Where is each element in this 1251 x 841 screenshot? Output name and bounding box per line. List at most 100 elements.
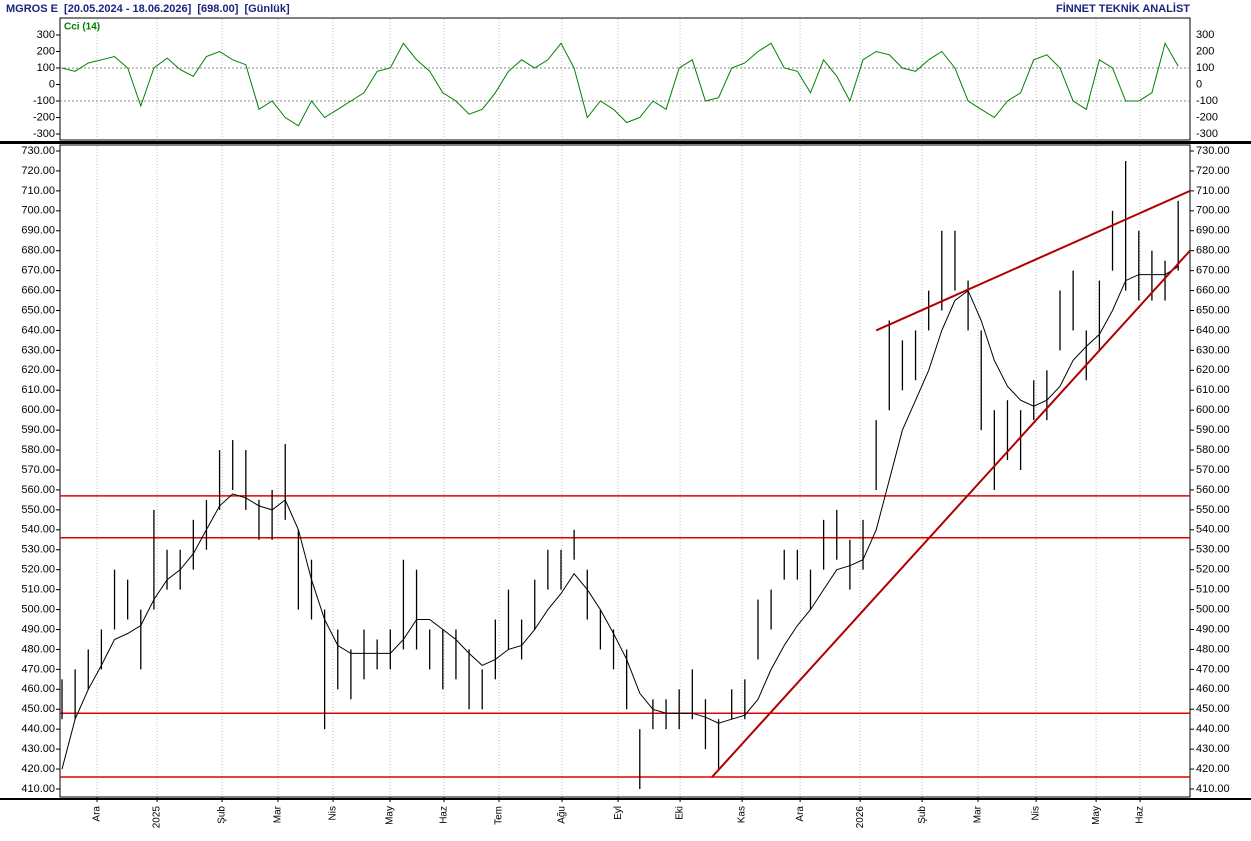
trend-line [711, 250, 1191, 778]
y-tick-label: 660.00 [21, 284, 55, 296]
y-tick-label: 650.00 [21, 304, 55, 316]
y-tick-label: 580.00 [1196, 444, 1230, 456]
moving-average [61, 266, 1179, 770]
y-tick-label: 690.00 [21, 225, 55, 237]
y-tick-label: -300 [1196, 128, 1218, 140]
y-tick-label: 590.00 [21, 424, 55, 436]
x-tick-label: Haz [439, 806, 450, 824]
y-tick-label: 460.00 [21, 683, 55, 695]
y-tick-label: -200 [1196, 111, 1218, 123]
price-frame [59, 144, 1191, 798]
y-tick-label: 510.00 [1196, 584, 1230, 596]
y-tick-label: -200 [33, 111, 55, 123]
y-tick-label: 540.00 [21, 524, 55, 536]
brand: FİNNET TEKNİK ANALİST [1056, 2, 1190, 15]
x-tick-label: Şub [917, 806, 928, 824]
y-tick-label: 300 [1196, 29, 1214, 41]
y-tick-label: 670.00 [1196, 265, 1230, 277]
trend-line [875, 189, 1191, 332]
y-tick-label: 200 [37, 45, 55, 57]
y-tick-label: 610.00 [21, 384, 55, 396]
y-tick-label: 700.00 [21, 205, 55, 217]
y-tick-label: 620.00 [1196, 364, 1230, 376]
y-tick-label: 690.00 [1196, 225, 1230, 237]
y-tick-label: 560.00 [21, 484, 55, 496]
x-tick-label: Nis [1031, 806, 1042, 820]
y-tick-label: 540.00 [1196, 524, 1230, 536]
y-tick-label: 440.00 [1196, 723, 1230, 735]
y-tick-label: 450.00 [1196, 703, 1230, 715]
x-tick-label: Mar [273, 805, 284, 823]
y-tick-label: 510.00 [21, 584, 55, 596]
y-tick-label: 530.00 [1196, 544, 1230, 556]
y-tick-label: 430.00 [21, 743, 55, 755]
y-tick-label: 470.00 [21, 663, 55, 675]
x-tick-label: May [1091, 806, 1102, 825]
y-tick-label: 570.00 [1196, 464, 1230, 476]
y-tick-label: 550.00 [21, 504, 55, 516]
x-tick-label: Eki [675, 806, 686, 820]
y-tick-label: 470.00 [1196, 663, 1230, 675]
y-tick-label: 580.00 [21, 444, 55, 456]
x-tick-label: Şub [217, 806, 228, 824]
x-tick-label: May [385, 806, 396, 825]
y-tick-label: 710.00 [1196, 185, 1230, 197]
y-tick-label: 640.00 [21, 324, 55, 336]
y-tick-label: 500.00 [1196, 603, 1230, 615]
y-tick-label: 660.00 [1196, 284, 1230, 296]
y-tick-label: 440.00 [21, 723, 55, 735]
y-tick-label: 600.00 [21, 404, 55, 416]
y-tick-label: 720.00 [21, 165, 55, 177]
y-tick-label: 480.00 [1196, 643, 1230, 655]
y-tick-label: 590.00 [1196, 424, 1230, 436]
y-tick-label: 500.00 [21, 603, 55, 615]
y-tick-label: 570.00 [21, 464, 55, 476]
x-tick-label: Eyl [613, 806, 624, 820]
y-tick-label: 0 [49, 78, 55, 90]
cci-label: Cci (14) [64, 22, 100, 33]
y-tick-label: 730.00 [1196, 145, 1230, 157]
chart-title: MGROS E [20.05.2024 - 18.06.2026] [698.0… [6, 3, 290, 15]
y-tick-label: 640.00 [1196, 324, 1230, 336]
y-tick-label: 600.00 [1196, 404, 1230, 416]
y-tick-label: -100 [33, 95, 55, 107]
x-tick-label: Mar [973, 805, 984, 823]
cci-frame [59, 17, 1191, 141]
x-tick-label: Haz [1135, 806, 1146, 824]
cci-line [61, 41, 1179, 127]
y-tick-label: 560.00 [1196, 484, 1230, 496]
y-tick-label: 300 [37, 29, 55, 41]
y-tick-label: 730.00 [21, 145, 55, 157]
y-tick-label: 100 [37, 62, 55, 74]
y-tick-label: 490.00 [21, 623, 55, 635]
y-tick-label: 0 [1196, 78, 1202, 90]
y-tick-label: 680.00 [21, 245, 55, 257]
y-tick-label: 710.00 [21, 185, 55, 197]
y-tick-label: 420.00 [21, 763, 55, 775]
y-tick-label: 670.00 [21, 265, 55, 277]
y-tick-label: 490.00 [1196, 623, 1230, 635]
y-tick-label: 530.00 [21, 544, 55, 556]
y-tick-label: 410.00 [21, 783, 55, 795]
y-tick-label: 450.00 [21, 703, 55, 715]
y-tick-label: 650.00 [1196, 304, 1230, 316]
y-tick-label: 630.00 [1196, 344, 1230, 356]
y-tick-label: -100 [1196, 95, 1218, 107]
y-tick-label: 410.00 [1196, 783, 1230, 795]
y-tick-label: 430.00 [1196, 743, 1230, 755]
y-tick-label: 620.00 [21, 364, 55, 376]
x-tick-label: Ara [92, 806, 103, 822]
x-tick-label: Ara [795, 806, 806, 822]
x-tick-label: Ağu [557, 806, 568, 824]
x-tick-label: Nis [328, 806, 339, 820]
x-tick-label: 2025 [152, 806, 163, 829]
y-tick-label: 700.00 [1196, 205, 1230, 217]
y-tick-label: -300 [33, 128, 55, 140]
y-tick-label: 520.00 [1196, 564, 1230, 576]
x-tick-label: Kas [737, 806, 748, 823]
y-tick-label: 610.00 [1196, 384, 1230, 396]
y-tick-label: 480.00 [21, 643, 55, 655]
y-tick-label: 630.00 [21, 344, 55, 356]
